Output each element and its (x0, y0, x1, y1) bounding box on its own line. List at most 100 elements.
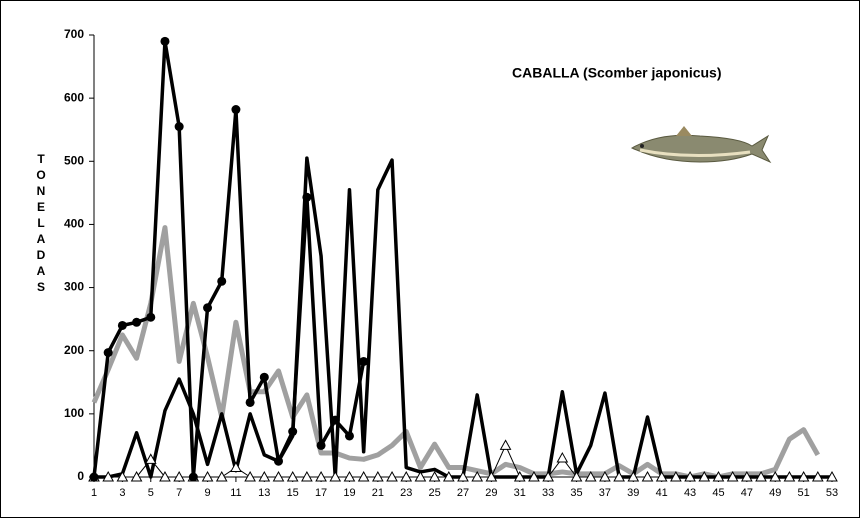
x-tick-label: 9 (204, 487, 210, 499)
point-marker (258, 470, 271, 482)
point-marker (245, 397, 255, 407)
point-marker (655, 470, 668, 482)
point-marker (144, 453, 157, 464)
point-marker (344, 431, 354, 441)
point-marker (471, 470, 484, 482)
point-marker (698, 470, 711, 482)
x-tick-label: 29 (485, 487, 497, 499)
x-tick-label: 39 (627, 487, 639, 499)
point-marker (316, 440, 326, 450)
point-marker (315, 470, 327, 482)
point-marker (740, 470, 753, 482)
point-marker (428, 470, 441, 482)
point-marker (274, 456, 283, 466)
x-tick-label: 17 (315, 487, 327, 499)
y-tick-label: 400 (64, 217, 84, 231)
point-marker (386, 470, 398, 482)
point-marker (302, 192, 312, 202)
y-axis-label: TONELADAS (34, 152, 48, 296)
x-tick-label: 51 (797, 487, 809, 499)
x-tick-label: 11 (230, 487, 241, 499)
point-marker (217, 276, 227, 286)
x-tick-label: 13 (258, 487, 270, 499)
point-marker (599, 470, 611, 482)
point-marker (231, 105, 241, 115)
point-marker (513, 470, 526, 482)
point-marker (102, 470, 115, 482)
x-tick-label: 33 (542, 487, 554, 499)
x-tick-label: 35 (570, 487, 582, 499)
point-marker (371, 470, 384, 482)
point-marker (188, 472, 198, 482)
point-marker (457, 470, 469, 482)
point-marker (542, 470, 555, 482)
x-tick-label: 41 (656, 487, 668, 499)
x-tick-label: 31 (514, 487, 526, 499)
y-tick-label: 0 (77, 469, 84, 483)
point-marker (288, 427, 298, 437)
x-tick-label: 3 (119, 487, 125, 499)
point-marker (117, 320, 127, 330)
x-tick-label: 43 (684, 487, 696, 499)
point-marker (570, 470, 583, 482)
fish-icon (630, 126, 772, 164)
point-marker (174, 122, 184, 132)
point-marker (160, 36, 170, 46)
x-tick-label: 15 (287, 487, 299, 499)
point-marker (230, 461, 242, 473)
x-tick-label: 27 (457, 487, 469, 499)
x-tick-label: 1 (91, 487, 97, 499)
x-tick-label: 37 (599, 487, 611, 499)
point-marker (485, 470, 498, 482)
point-marker (641, 470, 654, 482)
point-marker (826, 470, 838, 482)
point-marker (442, 470, 455, 482)
x-tick-label: 5 (148, 487, 154, 499)
point-marker (769, 470, 782, 482)
point-marker (811, 470, 824, 482)
point-marker (130, 470, 143, 482)
x-tick-label: 19 (343, 487, 355, 499)
x-tick-label: 21 (372, 487, 384, 499)
point-marker (89, 472, 99, 482)
point-marker (244, 470, 256, 482)
chart-title: CABALLA (Scomber japonicus) (512, 65, 722, 81)
point-marker (203, 303, 213, 313)
point-marker (201, 470, 214, 482)
point-marker (797, 470, 810, 482)
x-tick-label: 23 (400, 487, 412, 499)
point-marker (499, 439, 512, 450)
point-marker (755, 470, 767, 482)
point-marker (783, 470, 796, 482)
point-marker (584, 470, 597, 482)
y-tick-label: 300 (64, 280, 84, 294)
point-marker (357, 470, 370, 482)
point-marker (556, 452, 569, 463)
point-marker (286, 470, 299, 482)
point-marker (528, 470, 540, 482)
y-tick-label: 700 (64, 27, 84, 41)
point-marker (215, 470, 228, 482)
y-tick-label: 500 (64, 153, 84, 167)
x-tick-label: 45 (712, 487, 724, 499)
y-tick-label: 600 (64, 90, 84, 104)
x-tick-label: 49 (769, 487, 781, 499)
point-marker (400, 470, 413, 482)
point-marker (259, 372, 269, 382)
point-marker (627, 470, 640, 482)
point-marker (301, 470, 313, 482)
point-marker (359, 356, 369, 366)
point-marker (272, 470, 285, 482)
point-marker (726, 470, 739, 482)
point-marker (330, 415, 340, 425)
point-marker (173, 470, 186, 482)
point-marker (116, 470, 129, 482)
point-marker (132, 317, 142, 327)
x-tick-label: 47 (741, 487, 753, 499)
y-tick-label: 200 (64, 343, 84, 357)
point-marker (613, 470, 625, 482)
point-marker (146, 312, 156, 322)
point-marker (712, 470, 725, 482)
